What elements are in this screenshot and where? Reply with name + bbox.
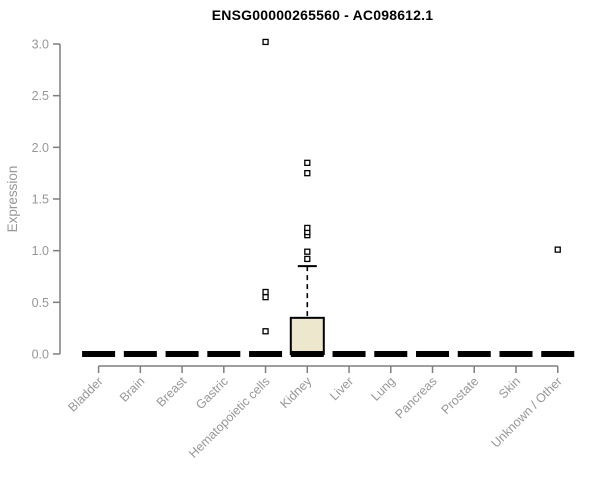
boxplot-hematopoietic-cells bbox=[249, 38, 283, 357]
y-tick-label: 2.0 bbox=[32, 141, 49, 155]
x-tick-label: Pancreas bbox=[392, 374, 439, 421]
box bbox=[289, 316, 325, 356]
outlier-point bbox=[262, 328, 269, 335]
y-tick-label: 2.5 bbox=[32, 89, 49, 103]
outlier-point bbox=[554, 246, 561, 253]
x-tick-label: Prostate bbox=[439, 374, 482, 417]
x-tick-label: Brain bbox=[117, 374, 148, 405]
x-tick-label: Gastric bbox=[193, 374, 231, 412]
outlier-point bbox=[304, 255, 311, 263]
outlier-point bbox=[262, 288, 269, 296]
boxplot-unknown-other bbox=[541, 246, 575, 357]
y-tick-label: 1.0 bbox=[32, 244, 49, 258]
outlier-point bbox=[304, 248, 311, 255]
boxplot-kidney bbox=[289, 159, 325, 357]
x-tick-label: Lung bbox=[368, 374, 398, 404]
chart-title: ENSG00000265560 - AC098612.1 bbox=[211, 7, 434, 23]
y-tick-label: 0.0 bbox=[32, 348, 49, 362]
x-tick-label: Liver bbox=[327, 374, 356, 403]
outlier-point bbox=[304, 159, 311, 166]
y-axis: 0.0 0.5 1.0 1.5 2.0 2.5 3.0 Expression bbox=[5, 38, 61, 362]
outlier-point bbox=[262, 38, 269, 46]
x-tick-label: Kidney bbox=[277, 374, 314, 411]
y-tick-label: 1.5 bbox=[32, 193, 49, 207]
x-tick-label: Bladder bbox=[65, 374, 105, 414]
x-tick-label: Skin bbox=[496, 374, 523, 401]
x-tick-label: Breast bbox=[154, 374, 190, 410]
outlier-point bbox=[304, 224, 311, 232]
y-tick-label: 0.5 bbox=[32, 296, 49, 310]
outlier-point bbox=[262, 294, 269, 301]
x-tick-label: Unknown / Other bbox=[489, 374, 565, 450]
y-axis-title: Expression bbox=[5, 166, 20, 233]
y-tick-label: 3.0 bbox=[32, 38, 49, 52]
x-tick-label: Hematopoietic cells bbox=[186, 374, 273, 461]
outlier-point bbox=[304, 170, 311, 177]
